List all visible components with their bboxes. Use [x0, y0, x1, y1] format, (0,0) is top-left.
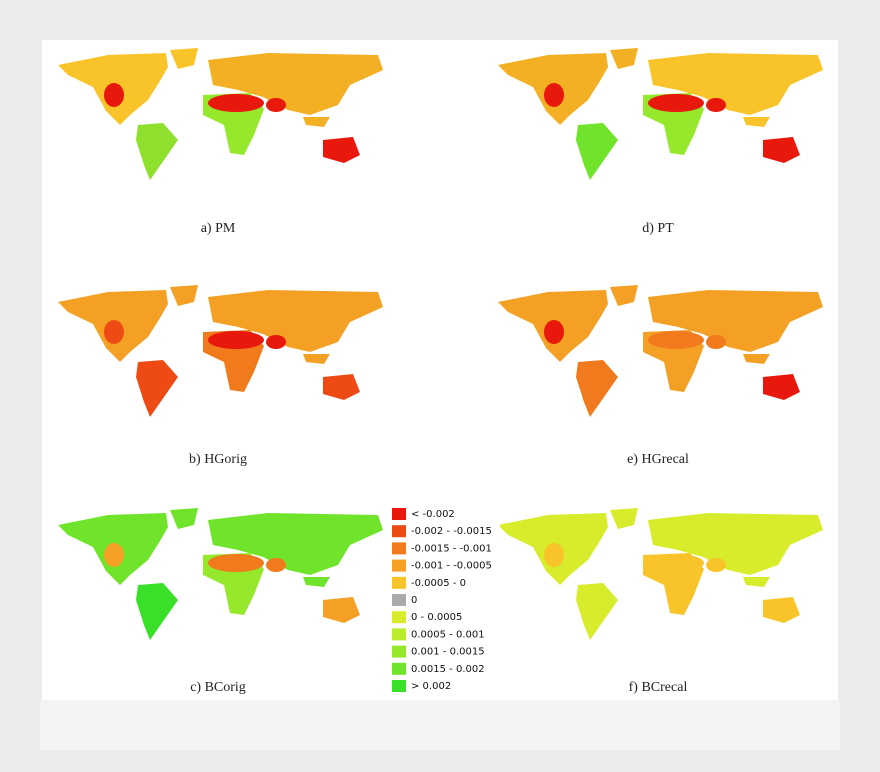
world-map: [498, 508, 823, 640]
legend-box: [388, 503, 500, 695]
arabia-region: [706, 335, 726, 349]
legend-label: -0.0015 - -0.001: [411, 543, 492, 554]
legend-swatch: [392, 680, 406, 692]
legend-label: 0.0005 - 0.001: [411, 629, 485, 640]
legend-label: < -0.002: [411, 509, 455, 520]
legend-label: -0.001 - -0.0005: [411, 561, 492, 572]
world-map: [58, 285, 383, 417]
world-map: [498, 285, 823, 417]
mexico-region: [104, 320, 124, 344]
arabia-region: [706, 558, 726, 572]
panel-caption: c) BCorig: [190, 680, 246, 695]
legend-swatch: [392, 611, 406, 624]
legend-swatch: [392, 525, 406, 538]
legend-swatch: [392, 662, 406, 675]
legend-label: -0.002 - -0.0015: [411, 526, 492, 537]
legend-swatch: [392, 594, 406, 606]
legend-swatch: [392, 559, 406, 572]
desert-region: [208, 331, 264, 349]
panel-caption: e) HGrecal: [627, 452, 689, 467]
legend-label: 0 - 0.0005: [411, 612, 462, 623]
legend-label: > 0.002: [411, 681, 451, 692]
panel-caption: d) PT: [642, 221, 674, 236]
margin: [40, 700, 840, 750]
panel-caption: b) HGorig: [189, 452, 247, 467]
desert-region: [208, 554, 264, 572]
legend-label: 0.001 - 0.0015: [411, 647, 485, 658]
desert-region: [648, 554, 704, 572]
legend-swatch: [392, 645, 406, 658]
legend-swatch: [392, 542, 406, 555]
arabia-region: [266, 98, 286, 112]
mexico-region: [544, 543, 564, 567]
world-map: [498, 48, 823, 180]
mexico-region: [104, 543, 124, 567]
mexico-region: [104, 83, 124, 107]
legend-label: -0.0005 - 0: [411, 578, 466, 589]
world-map: [58, 508, 383, 640]
legend-swatch: [392, 576, 406, 589]
desert-region: [648, 94, 704, 112]
arabia-region: [266, 558, 286, 572]
arabia-region: [706, 98, 726, 112]
maps: a) PM d) PT b) HGorig e) HGrecal c) BCorig f)…: [58, 48, 823, 695]
legend-label: 0: [411, 595, 417, 606]
world-map: [58, 48, 383, 180]
desert-region: [208, 94, 264, 112]
legend-swatch: [392, 508, 406, 520]
arabia-region: [266, 335, 286, 349]
legend-label: 0.0015 - 0.002: [411, 664, 485, 675]
legend-swatch: [392, 628, 406, 641]
legend: < -0.002 -0.002 - -0.0015 -0.0015 - -0.001…: [388, 503, 500, 695]
desert-region: [648, 331, 704, 349]
mexico-region: [544, 320, 564, 344]
panel-caption: f) BCrecal: [629, 680, 688, 695]
panel-caption: a) PM: [201, 221, 236, 236]
mexico-region: [544, 83, 564, 107]
